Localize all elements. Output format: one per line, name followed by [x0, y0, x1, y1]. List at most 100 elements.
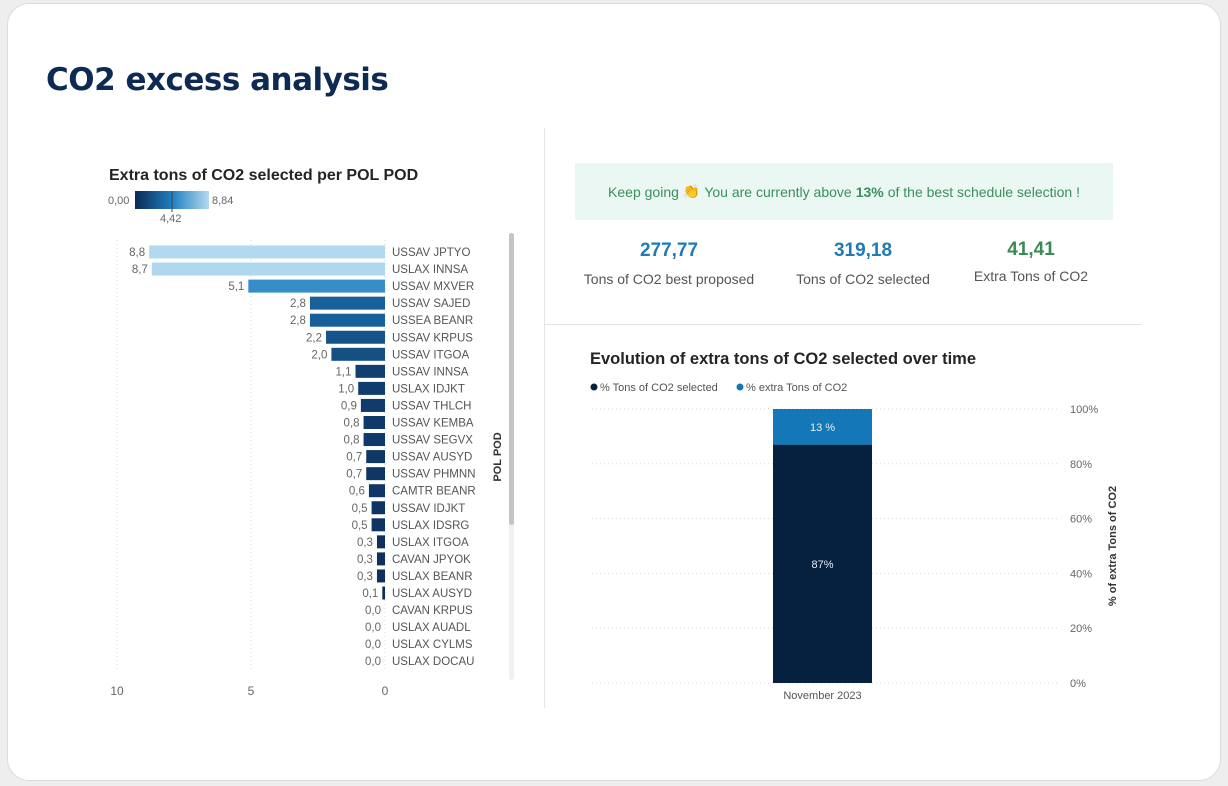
category-label: USSAV SAJED — [392, 298, 470, 310]
segment-data-label: 87% — [811, 559, 833, 571]
segment-data-label: 13 % — [810, 422, 835, 434]
bar — [355, 364, 385, 378]
kpi-extra: 41,41 Extra Tons of CO2 — [931, 239, 1131, 284]
category-label: USLAX IDJKT — [392, 383, 465, 395]
bar-value-label: 0,7 — [346, 452, 362, 464]
bar-value-label: 0,3 — [357, 537, 373, 549]
bar — [366, 450, 385, 464]
category-label: USSEA BEANR — [392, 315, 473, 327]
category-label: USSAV SEGVX — [392, 435, 473, 447]
left-chart-axis-label: POL POD — [492, 432, 504, 481]
category-label: USLAX ITGOA — [392, 537, 469, 549]
y-tick-label: 40% — [1070, 568, 1092, 580]
vertical-divider — [544, 128, 545, 708]
y-tick-label: 80% — [1070, 459, 1092, 471]
kpi-value: 319,18 — [833, 240, 893, 261]
bar — [368, 484, 385, 498]
stacked-bar-segment — [773, 409, 872, 445]
bar — [326, 330, 385, 344]
legend-dot-extra — [736, 383, 744, 391]
y-tick-label: 60% — [1070, 514, 1092, 526]
category-label: CAMTR BEANR — [392, 486, 476, 498]
banner-middle: You are currently above — [704, 183, 852, 200]
category-label: USLAX INNSA — [392, 264, 468, 276]
bar — [376, 535, 385, 549]
category-label: USSAV KEMBA — [392, 418, 474, 430]
y-tick-label: 20% — [1070, 623, 1092, 635]
bar-value-label: 0,8 — [344, 435, 360, 447]
bar-value-label: 0,0 — [365, 622, 381, 634]
bar-value-label: 0,0 — [365, 639, 381, 651]
right-chart-title: Evolution of extra tons of CO2 selected … — [590, 350, 976, 368]
x-tick-label: 10 — [110, 684, 124, 698]
scrollbar-thumb[interactable] — [509, 233, 514, 525]
bar-value-label: 2,2 — [306, 332, 322, 344]
bar — [363, 416, 385, 429]
bar-value-label: 0,8 — [344, 418, 360, 430]
left-chart-title: Extra tons of CO2 selected per POL POD — [109, 167, 418, 184]
category-label: USLAX DOCAU — [392, 656, 474, 668]
bar-value-label: 0,1 — [362, 588, 378, 600]
horizontal-divider — [545, 324, 1142, 325]
bar-value-label: 1,1 — [336, 366, 352, 378]
bar-value-label: 2,0 — [311, 349, 327, 361]
dashboard-card — [7, 3, 1221, 781]
category-label: USSAV THLCH — [392, 400, 471, 412]
kpi-selected: 319,18 Tons of CO2 selected — [763, 240, 963, 287]
y-tick-label: 100% — [1070, 404, 1098, 416]
bar-value-label: 0,9 — [341, 400, 357, 412]
kpi-value: 41,41 — [1007, 239, 1055, 260]
kpi-label: Tons of CO2 selected — [796, 271, 930, 287]
bar-value-label: 0,7 — [346, 469, 362, 481]
banner-suffix: of the best schedule selection ! — [887, 183, 1080, 200]
bar-value-label: 1,0 — [338, 383, 354, 395]
bar-value-label: 0,3 — [357, 554, 373, 566]
x-tick-label: 0 — [382, 684, 389, 698]
bar-value-label: 2,8 — [290, 315, 306, 327]
bar — [376, 569, 385, 583]
x-tick-label: 5 — [248, 684, 255, 698]
category-label: USLAX IDSRG — [392, 520, 469, 532]
category-label: USSAV AUSYD — [392, 452, 472, 464]
scale-max-label: 8,84 — [212, 195, 233, 207]
legend-dot-selected — [590, 383, 598, 391]
kpi-label: Extra Tons of CO2 — [973, 268, 1089, 284]
category-label: USSAV JPTYO — [392, 247, 470, 259]
bar-value-label: 5,1 — [228, 281, 244, 293]
bar-value-label: 0,0 — [365, 656, 381, 668]
scale-min-label: 0,00 — [108, 195, 129, 207]
category-label: USSAV KRPUS — [392, 332, 473, 344]
bar — [149, 245, 385, 259]
bar-value-label: 0,3 — [357, 571, 373, 583]
bar — [371, 501, 385, 515]
category-label: USLAX CYLMS — [392, 639, 473, 651]
bar — [331, 347, 385, 361]
x-category-label: November 2023 — [783, 690, 861, 702]
banner-prefix: Keep going — [608, 183, 679, 200]
bar — [248, 279, 385, 293]
right-chart-axis-label: % of extra Tons of CO2 — [1107, 486, 1119, 606]
bar-value-label: 0,0 — [365, 605, 381, 617]
category-label: USSAV PHMNN — [392, 469, 476, 481]
bar — [363, 433, 385, 447]
category-label: USLAX AUSYD — [392, 588, 472, 600]
bar-value-label: 8,8 — [129, 247, 145, 259]
bar — [371, 518, 385, 532]
bar — [309, 313, 385, 327]
category-label: USSAV IDJKT — [392, 503, 465, 515]
page-title: CO2 excess analysis — [46, 62, 389, 98]
bar — [358, 381, 385, 395]
category-label: USSAV MXVER — [392, 281, 474, 293]
bar — [382, 586, 385, 600]
kpi-value: 277,77 — [639, 240, 699, 261]
bar — [376, 552, 385, 566]
category-label: CAVAN JPYOK — [392, 554, 471, 566]
stacked-bar-chart-time: 0% 20% 40% 60% 80% 100% 87% 13 % November 2023 — [592, 404, 1098, 702]
category-label: USSAV INNSA — [392, 366, 469, 378]
bar — [309, 296, 385, 310]
category-label: CAVAN KRPUS — [392, 605, 473, 617]
kpi-best-proposed: 277,77 Tons of CO2 best proposed — [569, 240, 769, 287]
clapping-hands-icon: 👏 — [682, 183, 701, 199]
legend-label-extra: % extra Tons of CO2 — [746, 382, 847, 394]
